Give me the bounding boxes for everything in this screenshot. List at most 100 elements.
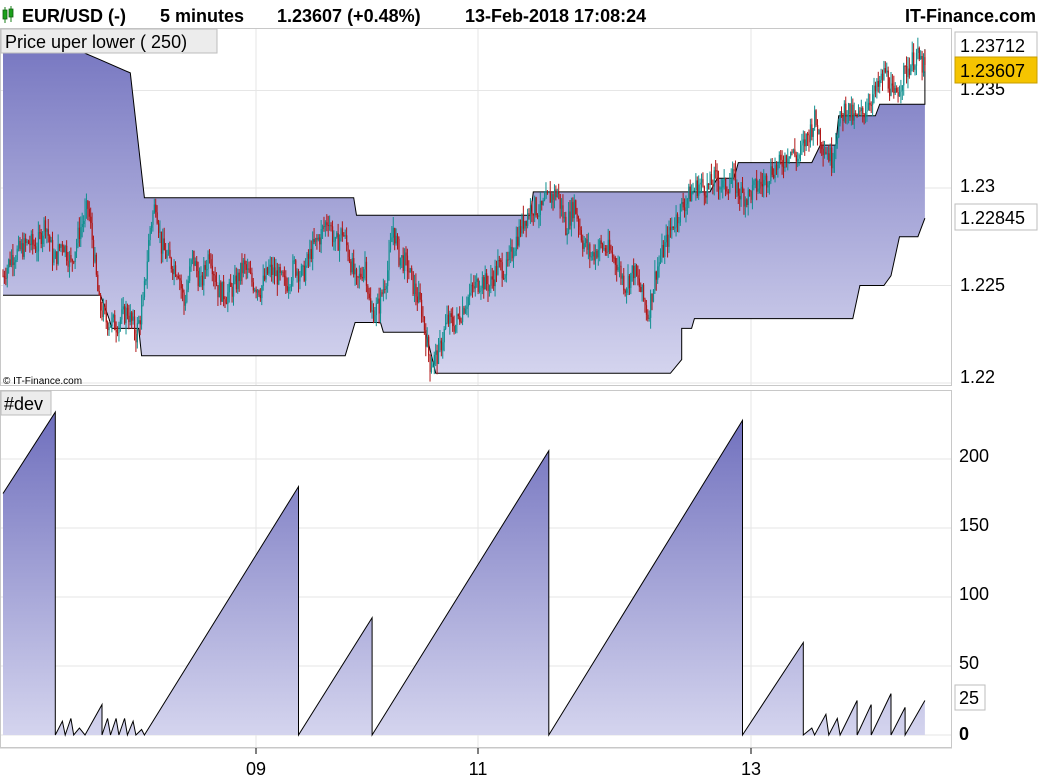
- candle-body: [356, 269, 358, 277]
- candle-body: [248, 268, 250, 273]
- price-tick-122: 1.22: [960, 367, 995, 387]
- candle-body: [777, 162, 779, 170]
- price-indicator-label: Price uper lower ( 250): [5, 32, 187, 52]
- candle-body: [101, 310, 103, 317]
- candle-body: [814, 110, 816, 128]
- candle-body: [389, 241, 392, 250]
- candle-body: [790, 151, 792, 157]
- candle-body: [9, 259, 11, 266]
- candle-body: [118, 324, 120, 333]
- candle-body: [347, 245, 349, 257]
- candle-body: [197, 270, 199, 287]
- candle-body: [568, 211, 570, 234]
- candle-body: [391, 237, 393, 242]
- dev-indicator-label-box[interactable]: #dev: [0, 390, 52, 416]
- candle-body: [727, 191, 730, 193]
- candle-body: [597, 249, 599, 258]
- candle-body: [862, 107, 864, 114]
- candle-body: [199, 276, 201, 287]
- candle-body: [867, 102, 870, 110]
- candle-body: [794, 149, 796, 156]
- candle-body: [713, 170, 715, 187]
- candle-body: [764, 175, 766, 180]
- candle-body: [281, 271, 283, 273]
- candle-body: [90, 216, 92, 223]
- candle-body: [874, 85, 877, 92]
- candle-body: [675, 214, 677, 228]
- candle-body: [661, 245, 663, 259]
- candle-body: [887, 70, 889, 89]
- candle-body: [134, 316, 136, 334]
- candle-body: [33, 244, 35, 247]
- candle-body: [494, 266, 496, 287]
- candle-body: [811, 124, 813, 137]
- candle-body: [527, 213, 529, 226]
- candle-body: [702, 179, 704, 187]
- candle-body: [852, 104, 854, 121]
- candle-body: [662, 245, 664, 257]
- candle-body: [474, 281, 476, 289]
- candle-body: [743, 192, 745, 207]
- candle-body: [812, 128, 814, 137]
- candle-body: [438, 343, 440, 364]
- candle-body: [774, 164, 776, 178]
- candle-body: [773, 174, 775, 178]
- candle-body: [582, 240, 584, 249]
- candle-body: [562, 205, 564, 219]
- candle-body: [397, 235, 399, 239]
- candle-body: [795, 155, 797, 162]
- candle-body: [405, 252, 407, 256]
- candle-body: [87, 200, 89, 209]
- candle-body: [924, 57, 926, 65]
- candle-body: [275, 270, 277, 277]
- candle-body: [846, 114, 848, 117]
- candle-body: [53, 258, 55, 263]
- candle-body: [135, 333, 137, 343]
- candle-body: [221, 281, 223, 302]
- candle-body: [288, 286, 290, 291]
- candle-body: [320, 229, 322, 245]
- candle-body: [296, 271, 298, 276]
- candle-body: [350, 261, 352, 273]
- candle-body: [561, 205, 563, 209]
- candle-body: [678, 222, 680, 224]
- candle-body: [604, 248, 607, 252]
- price-indicator-label-box[interactable]: Price uper lower ( 250): [0, 28, 218, 54]
- candle-body: [511, 246, 513, 259]
- candle-body: [703, 186, 705, 196]
- candle-body: [756, 178, 758, 192]
- candle-body: [333, 241, 335, 243]
- candle-body: [210, 259, 212, 266]
- candle-body: [669, 226, 672, 231]
- candle-body: [411, 268, 413, 272]
- candle-body: [167, 249, 170, 255]
- candle-body: [607, 239, 609, 252]
- candle-body: [754, 178, 756, 181]
- candle-body: [645, 305, 648, 315]
- candle-body: [596, 250, 598, 258]
- candle-body: [497, 260, 499, 275]
- dev-tick-150: 150: [959, 515, 989, 535]
- candle-body: [481, 277, 483, 288]
- candle-body: [428, 336, 430, 356]
- candle-body: [442, 342, 444, 351]
- candle-body: [616, 264, 618, 271]
- candle-body: [832, 161, 834, 169]
- candle-body: [621, 275, 623, 279]
- candle-body: [422, 316, 424, 318]
- candle-body: [132, 316, 134, 321]
- candle-body: [718, 180, 720, 190]
- candle-body: [819, 129, 821, 145]
- candle-body: [285, 276, 287, 287]
- candle-body: [730, 179, 732, 184]
- candle-body: [46, 229, 48, 232]
- price-panel: Price uper lower ( 250) © IT-Finance.com: [0, 28, 952, 387]
- candle-body: [375, 303, 377, 316]
- candle-body: [158, 223, 160, 233]
- candle-body: [207, 254, 209, 270]
- candle-body: [408, 271, 410, 273]
- candle-body: [733, 169, 735, 172]
- candle-body: [230, 282, 232, 287]
- candle-body: [172, 268, 174, 275]
- candle-body: [573, 200, 575, 219]
